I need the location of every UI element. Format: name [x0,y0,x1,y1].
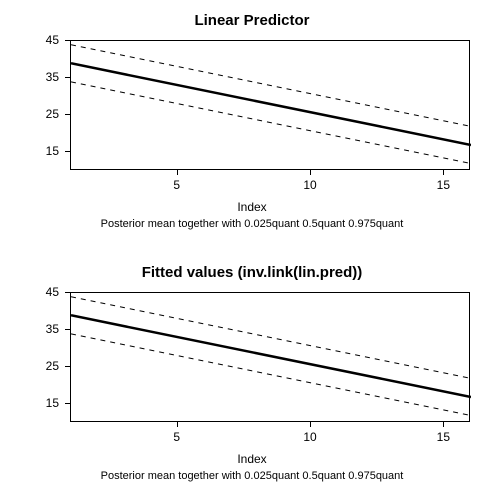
x-tick [177,170,178,175]
panel-title: Fitted values (inv.link(lin.pred)) [0,264,504,281]
x-tick-label: 15 [423,178,463,192]
chart-panel-1: Fitted values (inv.link(lin.pred)) 15 25 35… [0,252,504,504]
mean-line [71,315,471,397]
y-tick-label: 25 [0,107,59,121]
y-tick [65,403,70,404]
y-tick [65,329,70,330]
x-tick-label: 10 [290,178,330,192]
x-tick [310,170,311,175]
y-tick-label: 45 [0,33,59,47]
x-tick-label: 5 [157,178,197,192]
x-axis-label: Index [0,452,504,466]
chart-panel-0: Linear Predictor 15 25 35 45 5 10 15 Index Poster… [0,0,504,252]
y-tick [65,114,70,115]
y-tick-label: 35 [0,70,59,84]
y-tick [65,366,70,367]
upper-band-line [71,45,471,127]
panel-caption: Posterior mean together with 0.025quant … [0,470,504,482]
x-tick [443,170,444,175]
panel-caption: Posterior mean together with 0.025quant … [0,218,504,230]
y-tick-label: 25 [0,359,59,373]
x-tick [310,422,311,427]
x-axis-label: Index [0,200,504,214]
mean-line [71,63,471,145]
x-tick-label: 15 [423,430,463,444]
y-tick [65,151,70,152]
upper-band-line [71,297,471,379]
plot-area [70,40,470,170]
plot-svg [71,293,471,423]
lower-band-line [71,82,471,164]
x-tick [177,422,178,427]
x-tick-label: 10 [290,430,330,444]
plot-svg [71,41,471,171]
y-tick [65,40,70,41]
y-tick-label: 15 [0,396,59,410]
y-tick-label: 15 [0,144,59,158]
y-tick-label: 45 [0,285,59,299]
x-tick-label: 5 [157,430,197,444]
y-tick [65,77,70,78]
panel-title: Linear Predictor [0,12,504,29]
x-tick [443,422,444,427]
y-tick-label: 35 [0,322,59,336]
plot-area [70,292,470,422]
y-tick [65,292,70,293]
lower-band-line [71,334,471,416]
